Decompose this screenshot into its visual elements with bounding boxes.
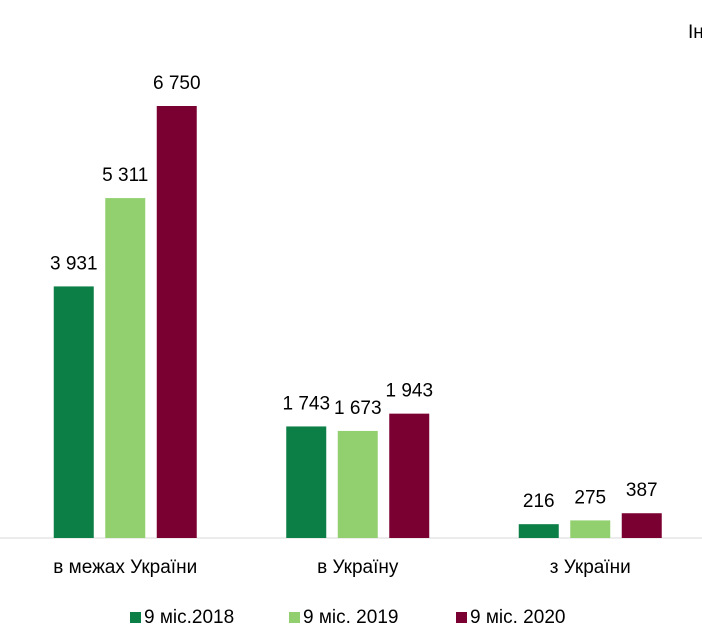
data-label: 3 931 — [50, 253, 98, 274]
data-label: 6 750 — [153, 73, 201, 94]
bar — [621, 513, 662, 538]
legend-swatch — [130, 612, 141, 623]
data-label: 275 — [574, 487, 606, 508]
bar — [518, 524, 559, 538]
bar — [389, 413, 430, 538]
legend-label: 9 міс. 2020 — [470, 607, 565, 628]
legend-label: 9 міс.2018 — [144, 607, 234, 628]
x-tick-label: з України — [550, 557, 631, 578]
bar — [105, 198, 146, 538]
data-label: 387 — [626, 480, 658, 501]
x-tick-label: в Україну — [317, 557, 399, 578]
bar — [156, 106, 197, 538]
bar — [570, 520, 611, 538]
data-label: 1 943 — [385, 381, 433, 402]
bar — [53, 286, 94, 538]
x-tick-label: в межах України — [53, 557, 197, 578]
bar — [286, 426, 327, 538]
data-label: 1 743 — [282, 393, 330, 414]
annotation: Ін — [688, 22, 702, 43]
legend-swatch — [456, 612, 467, 623]
legend-label: 9 міс. 2019 — [303, 607, 398, 628]
data-label: 1 673 — [334, 398, 382, 419]
data-label: 216 — [523, 491, 555, 512]
bar — [337, 430, 378, 538]
legend-swatch — [289, 612, 300, 623]
data-label: 5 311 — [102, 165, 148, 186]
